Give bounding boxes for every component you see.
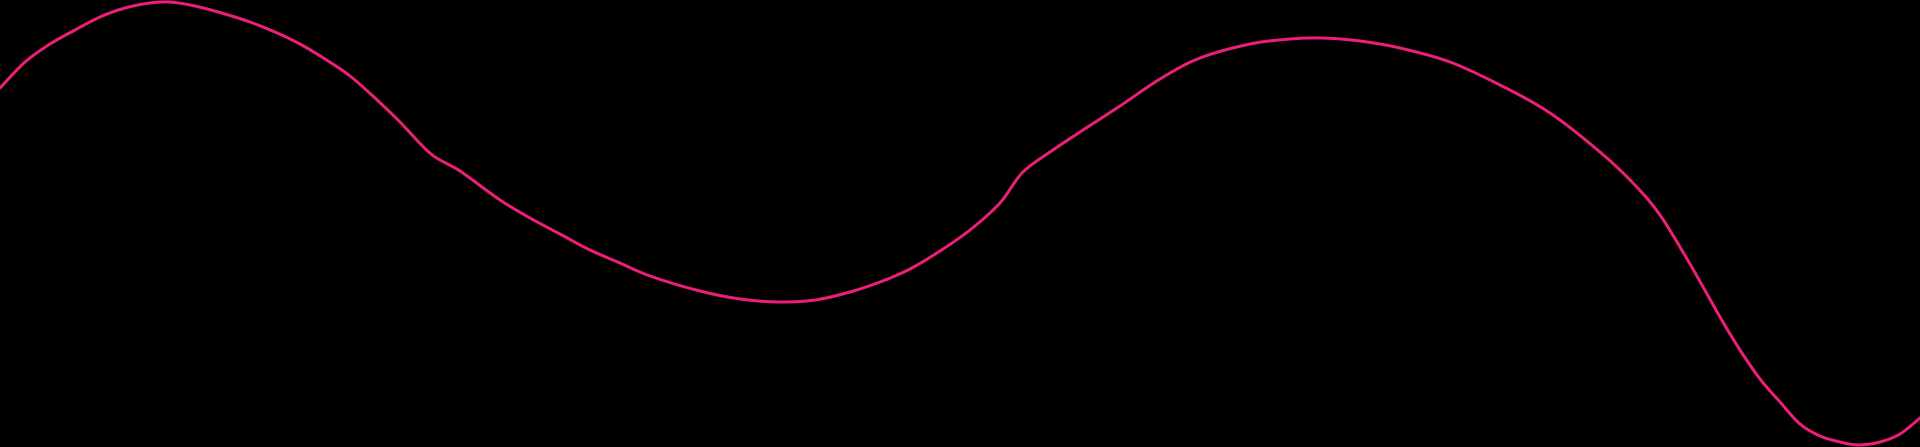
chart-background — [0, 0, 1920, 447]
wave-curve-svg — [0, 0, 1920, 447]
wave-line-path — [0, 0, 1920, 447]
line-chart-canvas — [0, 0, 1920, 447]
